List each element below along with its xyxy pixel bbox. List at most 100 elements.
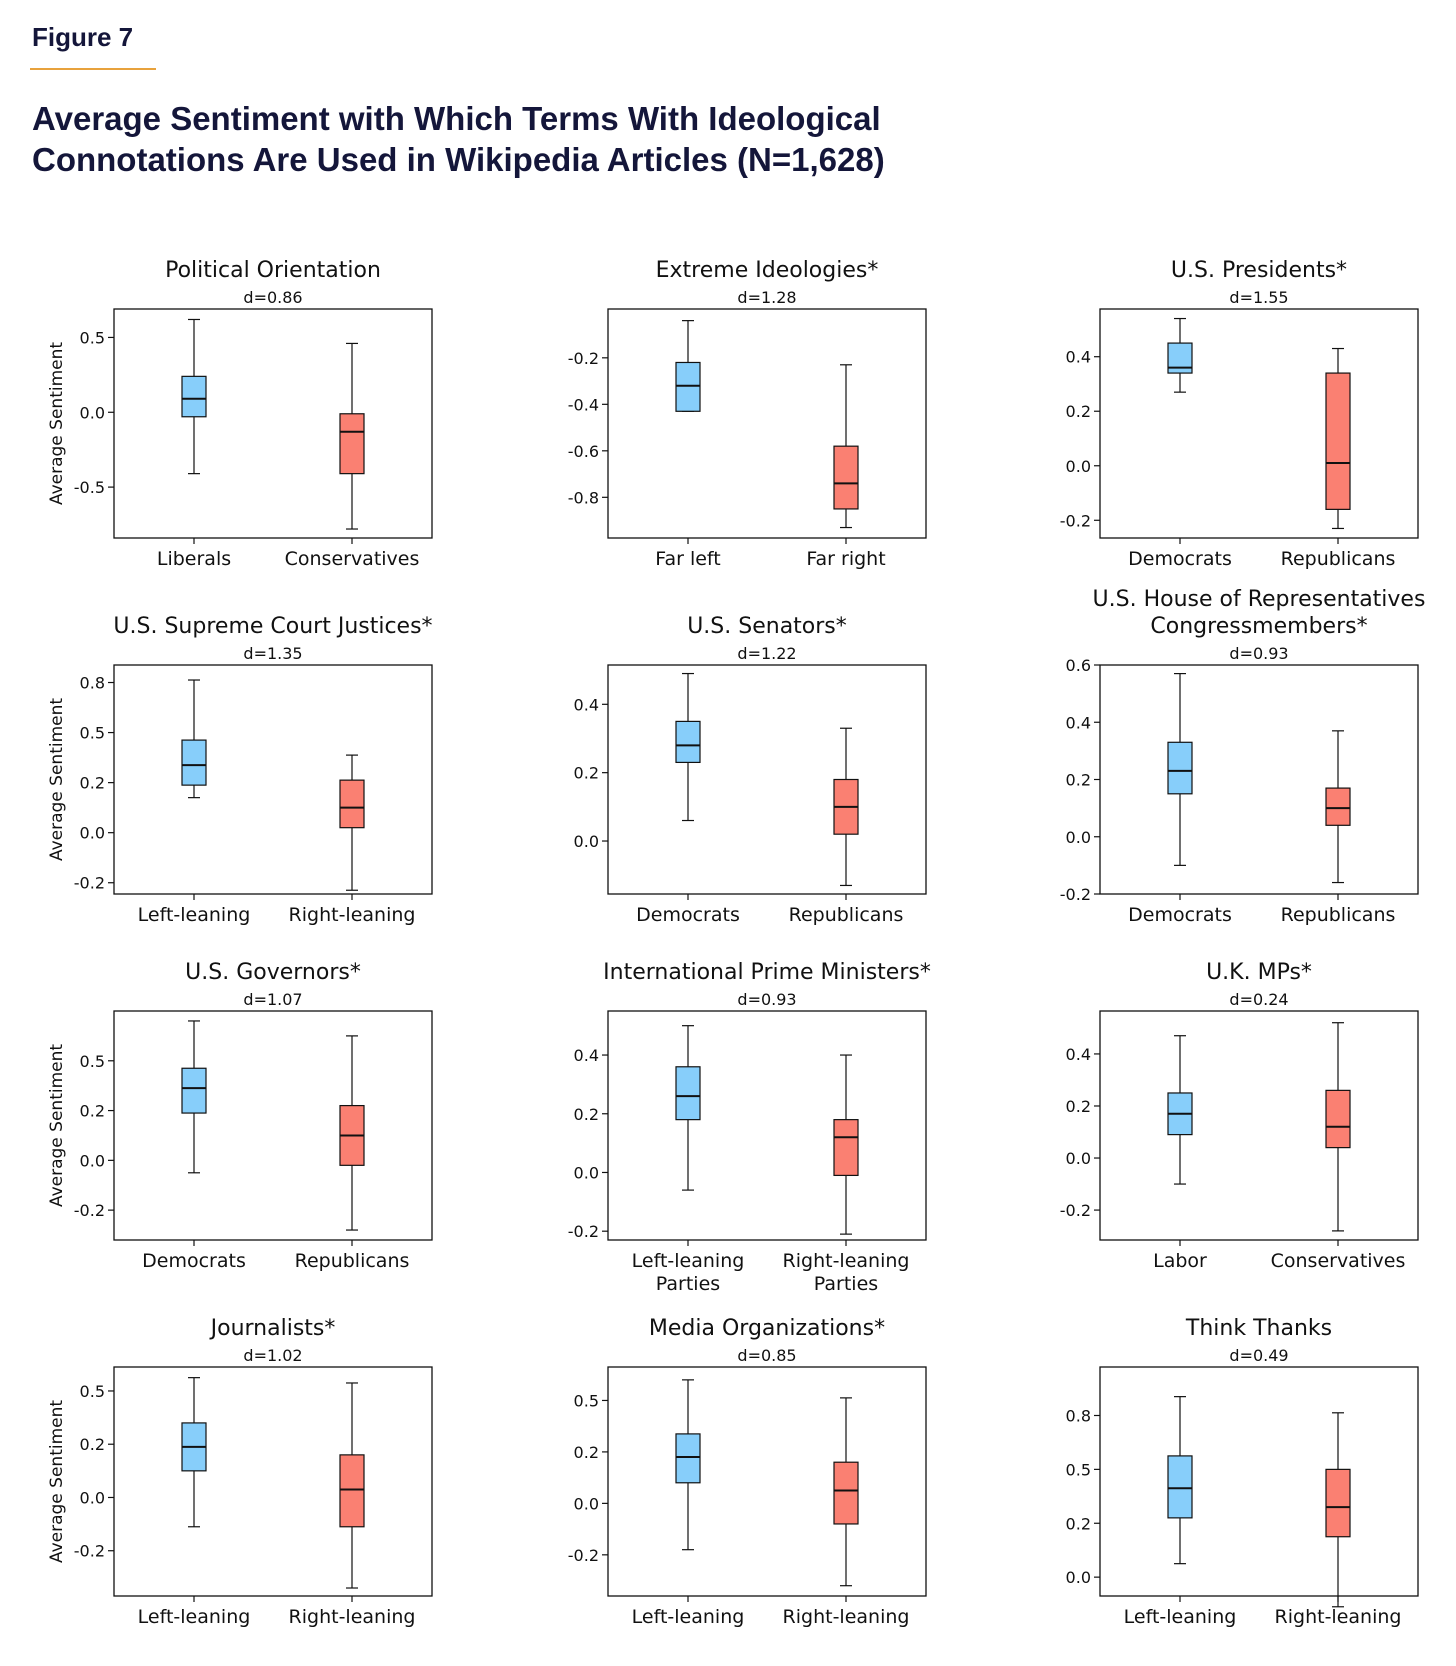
effect-size-label: d=0.24 [1229, 990, 1288, 1009]
y-tick-label: 0.5 [574, 1391, 599, 1410]
x-category-label: Conservatives [285, 548, 420, 570]
plot-frame [1099, 1366, 1419, 1597]
y-tick-label: -0.2 [1060, 1201, 1091, 1220]
x-category-label: Right-leaning [289, 904, 416, 926]
y-tick-label: 0.2 [574, 1443, 599, 1462]
left-group-box [181, 1067, 207, 1114]
y-tick-label: 0.0 [574, 832, 599, 851]
effect-size-label: d=0.86 [243, 288, 302, 307]
box-plot-panel: U.S. Senators* d=1.22 0.4 0.2 0.0 Democrats Re… [574, 614, 927, 926]
right-group-box [1325, 787, 1351, 826]
y-tick-label: 0.4 [1066, 1045, 1091, 1064]
box-plot-panel: U.S. House of RepresentativesCongressmem… [1060, 587, 1426, 926]
left-group-box [675, 1433, 701, 1484]
right-group-box [339, 413, 365, 475]
y-tick-label: 0.5 [1066, 1460, 1091, 1479]
left-group-box [181, 739, 207, 786]
x-category-label: Left-leaning [632, 1606, 745, 1628]
panel-title: U.S. House of Representatives [1093, 587, 1426, 612]
y-tick-label: 0.8 [1066, 1406, 1091, 1425]
y-tick-label: -0.4 [568, 395, 599, 414]
x-category-label: Parties [814, 1273, 878, 1295]
y-tick-label: 0.0 [1066, 1568, 1091, 1587]
effect-size-label: d=0.85 [737, 1346, 796, 1365]
x-category-label: Parties [656, 1273, 720, 1295]
x-category-label: Democrats [1128, 548, 1232, 570]
figure-title: Average Sentiment with Which Terms With … [32, 98, 1032, 180]
y-axis-label: Average Sentiment [47, 698, 67, 861]
panel-title: U.S. Supreme Court Justices* [113, 614, 432, 639]
x-category-label: Republicans [789, 904, 904, 926]
figure-label: Figure 7 [32, 22, 134, 52]
y-tick-label: -0.2 [74, 1201, 105, 1220]
y-tick-label: 0.4 [574, 695, 599, 714]
figure-title-line-2: Connotations Are Used in Wikipedia Artic… [32, 141, 885, 178]
y-tick-label: 0.2 [574, 764, 599, 783]
y-tick-label: 0.2 [1066, 402, 1091, 421]
effect-size-label: d=0.93 [1229, 644, 1288, 663]
y-tick-label: 0.2 [80, 774, 105, 793]
right-group-box [833, 1119, 859, 1177]
left-group-box [1167, 1455, 1193, 1519]
effect-size-label: d=1.02 [243, 1346, 302, 1365]
y-tick-label: 0.5 [80, 1052, 105, 1071]
x-category-label: Left-leaning [138, 904, 251, 926]
left-group-box [675, 720, 701, 764]
right-group-box [1325, 1468, 1351, 1538]
plot-frame [113, 664, 433, 895]
y-tick-label: 0.8 [80, 674, 105, 693]
left-group-box [1167, 741, 1193, 795]
right-group-box [833, 1461, 859, 1525]
y-tick-label: -0.5 [74, 478, 105, 497]
x-category-label: Democrats [636, 904, 740, 926]
y-tick-label: 0.0 [80, 1151, 105, 1170]
panel-title: Journalists* [209, 1316, 336, 1341]
y-tick-label: -0.2 [568, 1546, 599, 1565]
x-category-label: Left-leaning [1124, 1606, 1237, 1628]
y-tick-label: 0.0 [80, 1488, 105, 1507]
figure-title-line-1: Average Sentiment with Which Terms With … [32, 100, 881, 137]
x-category-label: Far left [655, 548, 720, 570]
x-category-label: Right-leaning [289, 1606, 416, 1628]
plot-frame [1099, 308, 1419, 539]
y-tick-label: 0.4 [1066, 713, 1091, 732]
effect-size-label: d=0.93 [737, 990, 796, 1009]
x-category-label: Left-leaning [138, 1606, 251, 1628]
y-tick-label: 0.5 [80, 328, 105, 347]
plot-frame [113, 1366, 433, 1597]
y-tick-label: -0.2 [1060, 885, 1091, 904]
x-category-label: Labor [1153, 1250, 1207, 1272]
left-group-box [181, 375, 207, 418]
panel-title: Extreme Ideologies* [656, 258, 879, 283]
y-tick-label: -0.2 [74, 1542, 105, 1561]
panel-title: U.K. MPs* [1206, 960, 1312, 985]
y-tick-label: 0.5 [80, 724, 105, 743]
y-tick-label: -0.8 [568, 488, 599, 507]
box-plot-panel: U.S. Governors* d=1.07 0.5 0.2 0.0 -0.2 Averag… [47, 960, 433, 1272]
box-plot-panel: Extreme Ideologies* d=1.28 -0.2 -0.4 -0.6 -0.… [568, 258, 927, 570]
x-category-label: Liberals [157, 548, 231, 570]
y-tick-label: -0.2 [74, 874, 105, 893]
y-tick-label: 0.0 [1066, 828, 1091, 847]
y-tick-label: 0.2 [80, 1102, 105, 1121]
y-tick-label: 0.2 [1066, 1097, 1091, 1116]
box-plot-panel: U.S. Presidents* d=1.55 0.4 0.2 0.0 -0.2 Democ… [1060, 258, 1419, 570]
plot-frame [607, 664, 927, 895]
plot-frame [1099, 1010, 1419, 1241]
y-tick-label: 0.2 [1066, 1514, 1091, 1533]
x-category-label: Democrats [1128, 904, 1232, 926]
panel-title: Political Orientation [165, 258, 381, 283]
effect-size-label: d=1.07 [243, 990, 302, 1009]
panel-title: Think Thanks [1185, 1316, 1332, 1341]
right-group-box [339, 1454, 365, 1528]
x-category-label: Republicans [1281, 548, 1396, 570]
panel-title: Media Organizations* [649, 1316, 885, 1341]
y-tick-label: 0.5 [80, 1382, 105, 1401]
right-group-box [339, 779, 365, 829]
y-tick-label: 0.0 [574, 1494, 599, 1513]
y-tick-label: 0.0 [1066, 1149, 1091, 1168]
effect-size-label: d=1.22 [737, 644, 796, 663]
effect-size-label: d=0.49 [1229, 1346, 1288, 1365]
x-category-label: Republicans [295, 1250, 410, 1272]
